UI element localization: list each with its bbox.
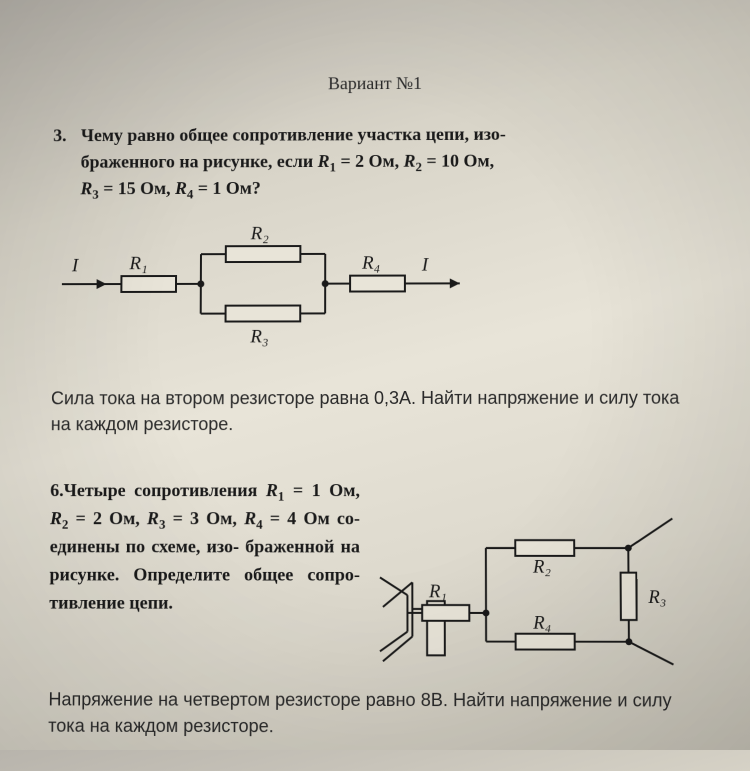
label2-R2: R₂	[532, 557, 551, 577]
label-R1: R₁	[128, 253, 147, 274]
variant-header: Вариант №1	[54, 72, 699, 95]
problem-6-text: 6.Четыре сопротивления R1 = 1 Ом, R2 = 2…	[49, 477, 360, 617]
label-I-right: I	[421, 255, 430, 276]
label-R2: R₂	[250, 223, 270, 244]
problem-3-note: Сила тока на втором резисторе равна 0,3А…	[51, 385, 701, 438]
problem-6: 6.Четыре сопротивления R1 = 1 Ом, R2 = 2…	[49, 477, 703, 669]
label-R3: R₃	[249, 326, 268, 347]
label-R4: R₄	[361, 253, 380, 274]
problem-3-text: 3.Чему равно общее сопротивление участка…	[53, 120, 699, 202]
problem-3: 3.Чему равно общее сопротивление участка…	[51, 120, 700, 365]
label2-R1: R₁	[428, 581, 447, 601]
circuit-diagram-1: I R₁ R₂ R₃ R₄ I	[51, 219, 469, 349]
problem-3-number: 3.	[53, 122, 81, 149]
label-I-left: I	[71, 255, 80, 276]
circuit-diagram-2: R₁ R₂ R₄ R₃	[378, 477, 703, 669]
problem-6-number: 6.	[50, 480, 64, 500]
problem-6-note: Напряжение на четвертом резисторе равно …	[48, 686, 704, 740]
label2-R3: R₃	[647, 587, 666, 607]
label2-R4: R₄	[532, 613, 551, 633]
